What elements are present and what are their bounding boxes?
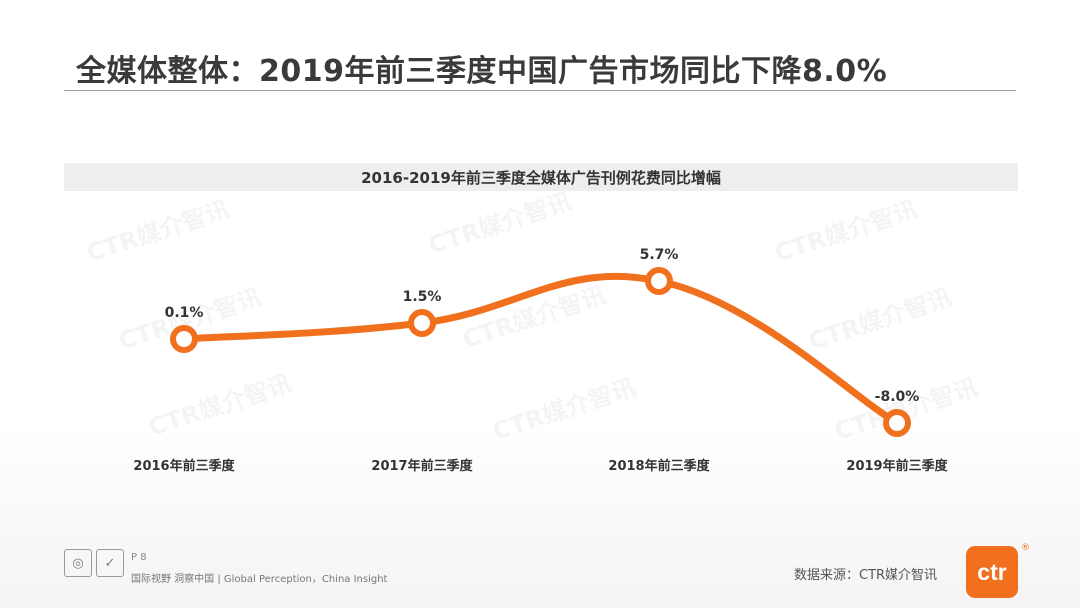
ctr-logo: ctr: [966, 546, 1018, 598]
certification-badge-icon: ◎: [64, 549, 92, 577]
data-label: 0.1%: [165, 305, 204, 321]
chart-title-band: 2016-2019年前三季度全媒体广告刊例花费同比增幅: [64, 163, 1018, 191]
watermark-text: CTR媒介智讯: [145, 369, 295, 442]
check-badge-icon: ✓: [96, 549, 124, 577]
series-line: [180, 272, 901, 427]
watermark-text: CTR媒介智讯: [831, 373, 981, 446]
data-label: 5.7%: [640, 247, 679, 263]
data-point-marker: [170, 325, 198, 353]
title-divider: [64, 90, 1016, 91]
data-point-marker: [408, 309, 436, 337]
chart-title: 2016-2019年前三季度全媒体广告刊例花费同比增幅: [361, 168, 721, 187]
data-source: 数据来源：CTR媒介智讯: [794, 568, 938, 583]
data-label: 1.5%: [403, 289, 442, 305]
plot-area: 0.1% 2016年前三季度 1.5% 2017年前三季度 5.7% 2018年前三季度 -…: [133, 247, 948, 474]
page-number: P 8: [131, 552, 147, 563]
watermark-layer: CTR媒介智讯 CTR媒介智讯 CTR媒介智讯 CTR媒介智讯 CTR媒介智讯 CTR媒介…: [83, 187, 981, 446]
footer-slogan: 国际视野 洞察中国 | Global Perception，China Insi…: [131, 574, 388, 585]
page-title: 全媒体整体：2019年前三季度中国广告市场同比下降8.0%: [76, 54, 888, 89]
data-point-marker: [645, 267, 673, 295]
watermark-text: CTR媒介智讯: [489, 373, 639, 446]
watermark-text: CTR媒介智讯: [805, 283, 955, 356]
x-tick-label: 2018年前三季度: [608, 458, 710, 474]
data-point-marker: [883, 409, 911, 437]
registered-mark: ®: [1021, 543, 1030, 553]
watermark-text: CTR媒介智讯: [83, 195, 233, 268]
x-tick-label: 2016年前三季度: [133, 458, 235, 474]
x-tick-label: 2017年前三季度: [371, 458, 473, 474]
x-tick-label: 2019年前三季度: [846, 458, 948, 474]
watermark-text: CTR媒介智讯: [425, 187, 575, 260]
data-label: -8.0%: [875, 389, 920, 405]
watermark-text: CTR媒介智讯: [771, 195, 921, 268]
certification-logos: ◎ ✓: [64, 549, 124, 581]
